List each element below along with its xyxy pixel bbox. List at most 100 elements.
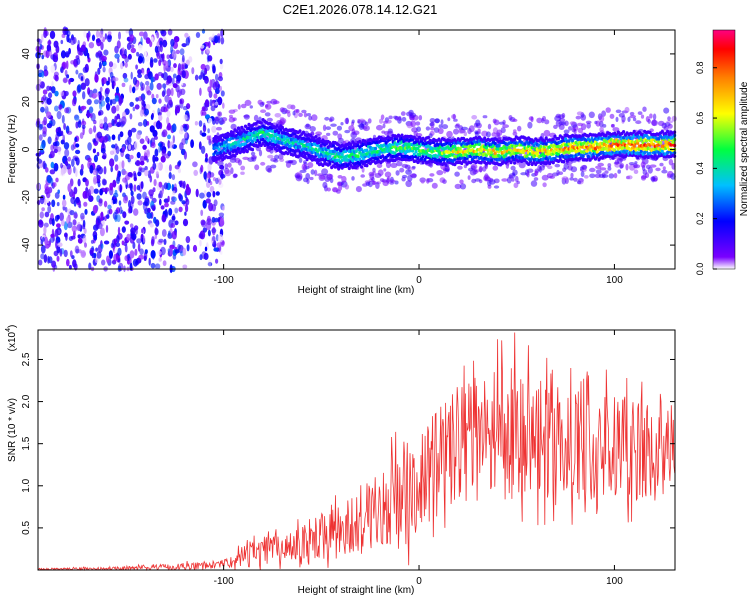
spectrogram-noise-mark <box>93 252 97 259</box>
spectrogram-noise-mark <box>97 181 101 188</box>
spectrogram-noise-mark <box>201 106 206 112</box>
spectrogram-noise-mark <box>63 142 70 150</box>
spectrogram-noise-mark <box>112 179 117 188</box>
spectrogram-ridge-mark <box>609 144 613 148</box>
spectrogram-noise-mark <box>90 239 94 244</box>
spectrogram-halo-mark <box>303 177 309 183</box>
spectrogram-noise-mark <box>122 72 128 79</box>
spectrogram-halo-mark <box>429 118 436 123</box>
spectrogram-noise-mark <box>51 86 56 94</box>
spectrogram-halo-mark <box>249 105 253 109</box>
spectrogram-halo-mark <box>279 158 285 162</box>
spectrogram-noise-mark <box>155 120 161 130</box>
spectrogram-halo-mark <box>477 128 481 133</box>
spectrogram-noise-mark <box>212 190 216 198</box>
colorbar-tick-label: 0.0 <box>695 263 705 276</box>
spectrogram-ridge-mark <box>477 142 481 146</box>
spectrogram-noise-mark <box>145 104 151 110</box>
spectrogram-noise-mark <box>80 44 86 52</box>
spectrogram-noise-mark <box>154 162 160 171</box>
spectrogram-halo-mark <box>510 165 516 171</box>
spectrogram-halo-mark <box>400 111 406 116</box>
spectrogram-noise-mark <box>97 222 103 229</box>
spectrogram-halo-mark <box>471 115 478 120</box>
spectrogram-noise-mark <box>212 177 216 182</box>
spectrogram-halo-mark <box>617 157 623 164</box>
spectrogram-noise-mark <box>181 43 187 48</box>
spectrogram-noise-mark <box>42 126 47 135</box>
spectrogram-halo-mark <box>303 112 308 118</box>
spectrogram-ridge-mark <box>653 153 657 158</box>
spectrogram-ridge-mark <box>444 163 448 167</box>
spectrogram-noise-mark <box>121 226 126 233</box>
spectrogram-halo-mark <box>513 129 517 133</box>
spectrogram-halo-mark <box>634 161 638 165</box>
spectrogram-noise-mark <box>127 172 133 177</box>
spectrogram-ridge-mark <box>453 144 457 149</box>
spectrogram-noise-mark <box>158 145 162 153</box>
spectrogram-noise-mark <box>88 127 93 135</box>
spectrogram-noise-mark <box>102 61 107 66</box>
spectrogram-noise-mark <box>212 65 216 74</box>
spectrogram-ridge-mark <box>484 146 488 150</box>
spectrogram-noise-mark <box>206 191 212 198</box>
spectrogram-noise-mark <box>132 106 136 112</box>
spectrogram-noise-mark <box>133 208 139 216</box>
spectrogram-noise-mark <box>166 116 170 125</box>
spectrogram-noise-mark <box>95 38 101 43</box>
spectrogram-noise-mark <box>222 102 225 109</box>
spectrogram-noise-mark <box>131 233 137 241</box>
spectrogram-halo-mark <box>629 111 635 116</box>
spectrogram-x-tick-label: -100 <box>214 275 234 286</box>
spectrogram-noise-mark <box>176 74 182 82</box>
spectrogram-noise-mark <box>144 197 150 207</box>
spectrogram-halo-mark <box>512 118 518 122</box>
spectrogram-noise-mark <box>109 99 113 106</box>
spectrogram-ridge-mark <box>298 129 302 133</box>
spectrogram-ridge-mark <box>657 137 661 141</box>
spectrogram-noise-mark <box>75 196 80 204</box>
spectrogram-noise-mark <box>208 41 211 49</box>
spectrogram-noise-mark <box>104 187 110 192</box>
spectrogram-noise-mark <box>144 108 149 116</box>
spectrogram-halo-mark <box>668 159 674 166</box>
spectrogram-noise-mark <box>97 67 101 75</box>
spectrogram-noise-mark <box>42 160 46 170</box>
snr-x-tick-label: 100 <box>606 576 623 587</box>
spectrogram-halo-mark <box>240 171 245 175</box>
spectrogram-noise-mark <box>132 258 138 267</box>
spectrogram-noise-mark <box>164 208 168 218</box>
spectrogram-noise-mark <box>194 74 199 81</box>
spectrogram-noise-mark <box>214 217 219 223</box>
spectrogram-noise-mark <box>160 205 165 210</box>
spectrogram-halo-mark <box>420 179 425 184</box>
spectrogram-noise-mark <box>67 183 72 193</box>
spectrogram-noise-mark <box>80 250 86 258</box>
spectrogram-halo-mark <box>344 184 350 190</box>
spectrogram-noise-mark <box>153 58 158 63</box>
spectrogram-noise-mark <box>213 247 218 252</box>
spectrogram-noise-mark <box>63 249 68 258</box>
spectrogram-noise-mark <box>175 49 180 55</box>
spectrogram-halo-mark <box>413 131 418 136</box>
spectrogram-noise-mark <box>104 215 107 222</box>
spectrogram-halo-mark <box>298 112 303 117</box>
spectrogram-ridge-mark <box>581 154 585 158</box>
spectrogram-noise-mark <box>218 212 225 217</box>
spectrogram-noise-mark <box>200 63 206 70</box>
spectrogram-ridge-mark <box>226 149 230 153</box>
spectrogram-halo-mark <box>438 124 443 129</box>
spectrogram-noise-mark <box>85 178 89 187</box>
spectrogram-noise-mark <box>169 66 174 73</box>
spectrogram-noise-mark <box>138 53 144 63</box>
spectrogram-noise-mark <box>81 120 87 126</box>
spectrogram-noise-mark <box>152 162 157 170</box>
spectrogram-noise-mark <box>41 207 45 212</box>
spectrogram-halo-mark <box>518 161 526 169</box>
spectrogram-halo-mark <box>314 169 318 177</box>
spectrogram-halo-mark <box>345 117 349 125</box>
spectrogram-noise-mark <box>94 73 99 83</box>
spectrogram-noise-mark <box>67 156 71 162</box>
spectrogram-halo-mark <box>309 125 316 132</box>
